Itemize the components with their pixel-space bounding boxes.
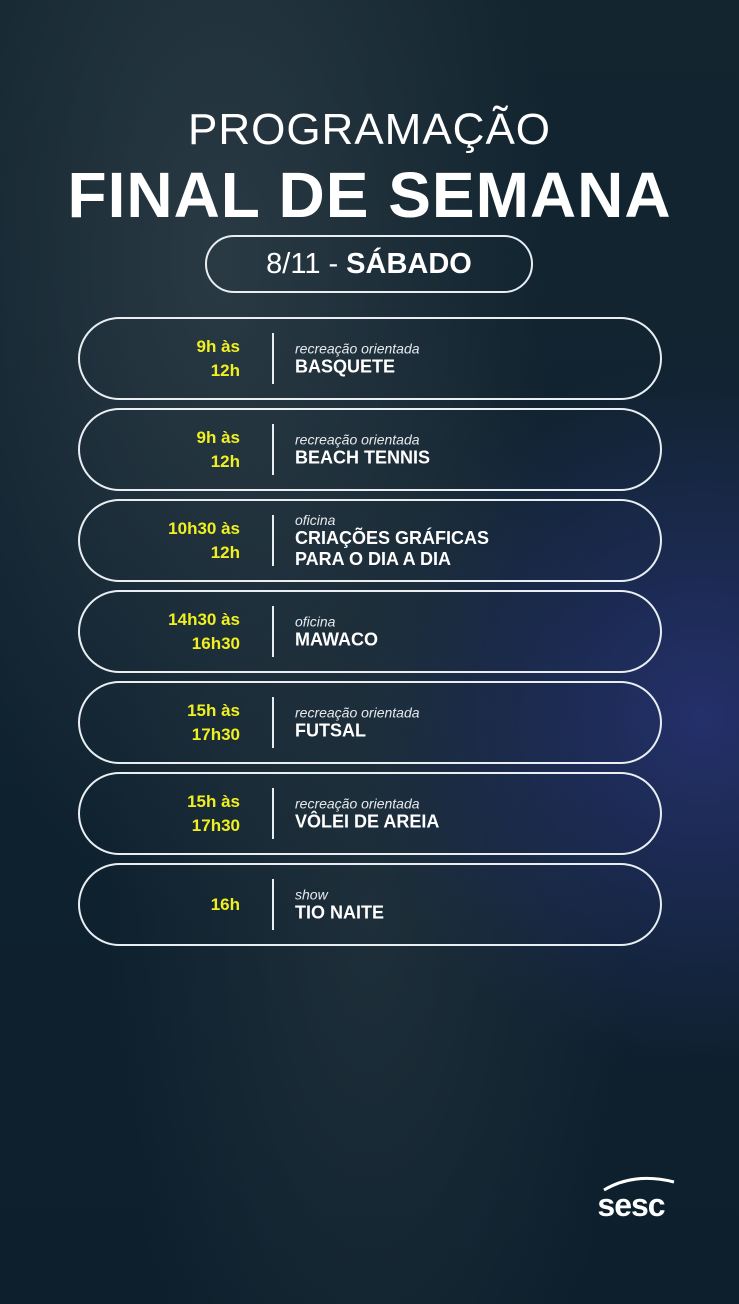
divider [272,697,274,748]
event-time: 15h às 17h30 [187,791,240,835]
event-category: recreação orientada [295,431,420,447]
divider [272,515,274,566]
event-time: 16h [210,894,240,914]
event-category: oficina [295,613,336,629]
divider [272,788,274,839]
event-time: 14h30 às 16h30 [168,609,240,653]
date-pill: 8/11 - SÁBADO [205,235,533,293]
svg-text:sesc: sesc [597,1187,664,1222]
event-info: recreação orientada BASQUETE [295,340,420,377]
event-category: oficina [295,511,336,528]
event-time: 15h às 17h30 [187,700,240,744]
divider [272,606,274,657]
sesc-logo: sesc [597,1176,675,1222]
event-category: recreação orientada [295,340,420,356]
event-info: recreação orientada VÔLEI DE AREIA [295,795,439,832]
event-row: 9h às 12h recreação orientada BASQUETE [78,317,662,400]
event-info: show TIO NAITE [295,886,384,923]
event-row: 15h às 17h30 recreação orientada FUTSAL [78,681,662,764]
event-title: BASQUETE [295,356,396,376]
date-weekday: SÁBADO [346,247,472,280]
event-row: 10h30 às 12h oficina CRIAÇÕES GRÁFICAS P… [78,499,662,582]
event-info: oficina CRIAÇÕES GRÁFICAS PARA O DIA A D… [295,512,489,570]
event-row: 9h às 12h recreação orientada BEACH TENN… [78,408,662,491]
event-category: recreação orientada [295,704,420,720]
date-day: 8/11 - [266,247,339,280]
event-title: BEACH TENNIS [295,447,431,467]
event-title: MAWACO [295,629,378,649]
event-time: 9h às 12h [196,336,240,380]
divider [272,879,274,930]
event-row: 14h30 às 16h30 oficina MAWACO [78,590,662,673]
event-category: recreação orientada [295,795,420,811]
header-title: FINAL DE SEMANA [67,159,672,231]
event-info: recreação orientada BEACH TENNIS [295,431,430,468]
event-row: 15h às 17h30 recreação orientada VÔLEI D… [78,772,662,855]
event-title: CRIAÇÕES GRÁFICAS PARA O DIA A DIA [295,527,490,569]
event-title: FUTSAL [295,720,366,740]
event-time: 10h30 às 12h [168,518,240,562]
event-time: 9h às 12h [196,427,240,471]
event-list: 9h às 12h recreação orientada BASQUETE 9… [78,317,662,954]
divider [272,333,274,384]
event-info: recreação orientada FUTSAL [295,704,420,741]
event-info: oficina MAWACO [295,613,378,650]
divider [272,424,274,475]
event-row: 16h show TIO NAITE [78,863,662,946]
event-category: show [295,886,328,902]
event-title: VÔLEI DE AREIA [295,811,440,831]
header-subtitle: PROGRAMAÇÃO [187,105,552,154]
event-title: TIO NAITE [295,902,384,922]
